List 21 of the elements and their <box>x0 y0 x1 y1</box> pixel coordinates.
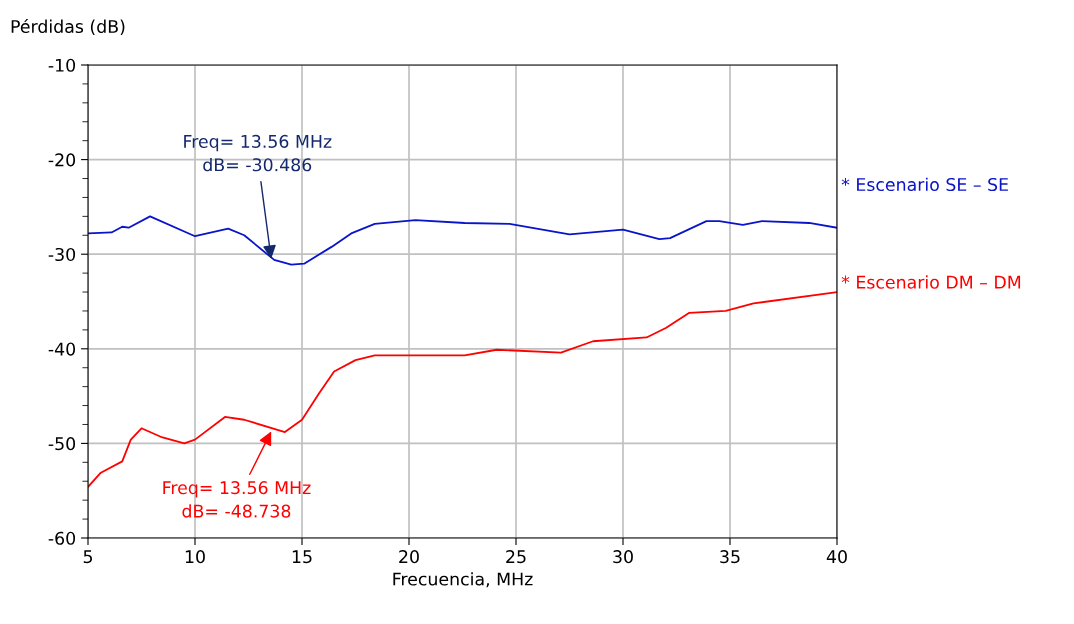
y-axis-title: Pérdidas (dB) <box>11 18 125 36</box>
x-tick-label: 20 <box>399 550 419 564</box>
x-axis-title: Frecuencia, MHz <box>393 572 533 588</box>
x-tick-label: 30 <box>613 550 633 564</box>
annotation: Freq= 13.56 MHz dB= -48.738 <box>163 481 311 518</box>
x-tick-label: 15 <box>292 550 312 564</box>
x-tick-label: 5 <box>83 550 93 564</box>
x-tick-label: 10 <box>185 550 205 564</box>
text: * Escenario SE – SE <box>841 177 1008 192</box>
y-tick-label: -20 <box>48 153 76 167</box>
y-tick-label: -60 <box>48 531 76 545</box>
line-series <box>88 215 837 266</box>
series-label: * Escenario DM – DM <box>841 275 1021 289</box>
y-tick-label: -50 <box>48 437 76 451</box>
annotation: Freq= 13.56 MHz dB= -30.486 <box>184 134 332 172</box>
y-tick-label: -40 <box>48 342 76 356</box>
x-tick-label: 25 <box>506 550 526 564</box>
x-tick-label: 35 <box>720 550 740 564</box>
x-tick-label: 40 <box>826 550 847 564</box>
y-tick-label: -10 <box>48 58 76 72</box>
y-tick-label: -30 <box>48 247 76 262</box>
